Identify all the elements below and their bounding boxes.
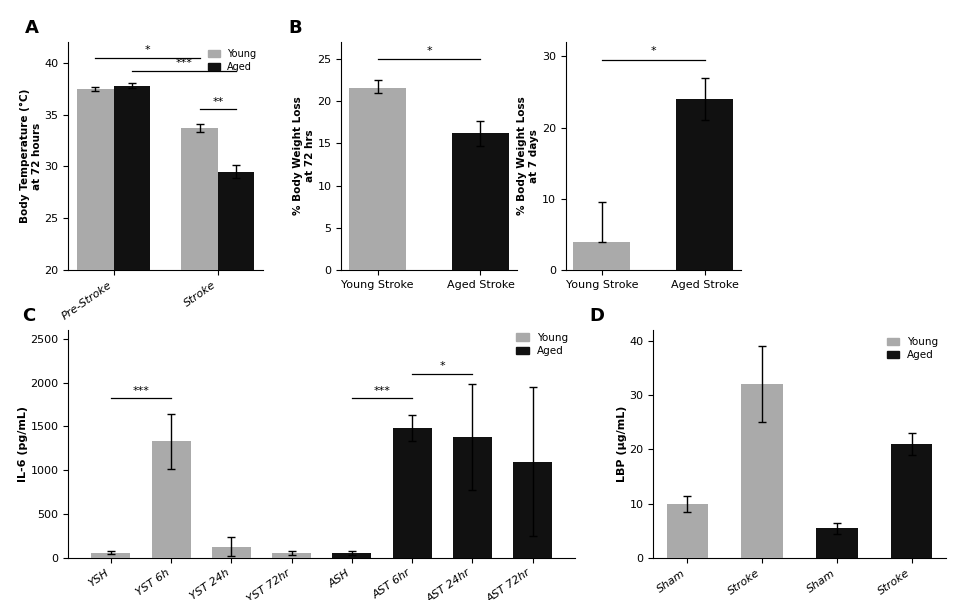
Bar xyxy=(77,270,114,394)
Text: *: * xyxy=(650,46,656,56)
Text: *: * xyxy=(440,361,445,371)
Bar xyxy=(114,270,150,394)
Legend: Young, Aged: Young, Aged xyxy=(514,331,570,358)
Bar xyxy=(741,384,783,558)
Bar xyxy=(349,88,406,270)
Text: C: C xyxy=(22,307,36,325)
Y-axis label: % Body Weight Loss
at 7 days: % Body Weight Loss at 7 days xyxy=(518,97,539,215)
Bar xyxy=(217,270,254,394)
Text: ***: *** xyxy=(176,58,192,68)
Bar xyxy=(181,128,217,477)
Text: D: D xyxy=(589,307,604,325)
Bar xyxy=(452,133,509,270)
Y-axis label: LBP (μg/mL): LBP (μg/mL) xyxy=(616,406,627,482)
Bar xyxy=(114,86,150,477)
Bar xyxy=(393,428,432,558)
Bar xyxy=(332,553,371,558)
Y-axis label: IL-6 (pg/mL): IL-6 (pg/mL) xyxy=(18,406,27,482)
Bar xyxy=(212,547,251,558)
Text: *: * xyxy=(144,45,150,55)
Y-axis label: Body Temperature (°C)
at 72 hours: Body Temperature (°C) at 72 hours xyxy=(20,89,42,223)
Y-axis label: % Body Weight Loss
at 72 hrs: % Body Weight Loss at 72 hrs xyxy=(293,97,315,215)
Bar xyxy=(217,172,254,477)
Bar xyxy=(452,437,492,558)
Text: *: * xyxy=(426,46,432,56)
Bar xyxy=(513,461,552,558)
Bar xyxy=(816,528,858,558)
Bar xyxy=(667,504,708,558)
Text: A: A xyxy=(25,19,39,37)
Bar xyxy=(677,99,733,270)
Bar xyxy=(891,444,932,558)
Bar xyxy=(181,270,217,394)
Legend: Young, Aged: Young, Aged xyxy=(206,47,258,74)
Bar xyxy=(92,553,131,558)
Bar xyxy=(573,241,630,270)
Legend: Young, Aged: Young, Aged xyxy=(884,335,941,362)
Text: ***: *** xyxy=(373,386,390,396)
Bar xyxy=(151,442,191,558)
Text: **: ** xyxy=(213,97,223,107)
Bar xyxy=(77,89,114,477)
Text: ***: *** xyxy=(133,386,149,396)
Bar xyxy=(272,553,311,558)
Text: B: B xyxy=(289,19,302,37)
